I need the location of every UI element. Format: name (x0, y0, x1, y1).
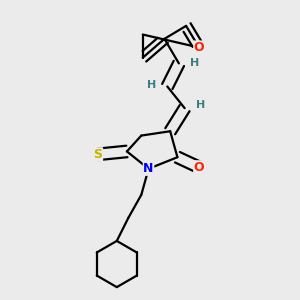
Text: H: H (196, 100, 205, 110)
Text: H: H (147, 80, 156, 90)
Text: N: N (143, 162, 154, 175)
Text: O: O (194, 41, 204, 54)
Text: H: H (190, 58, 200, 68)
Text: O: O (194, 161, 204, 174)
Text: S: S (94, 148, 103, 161)
